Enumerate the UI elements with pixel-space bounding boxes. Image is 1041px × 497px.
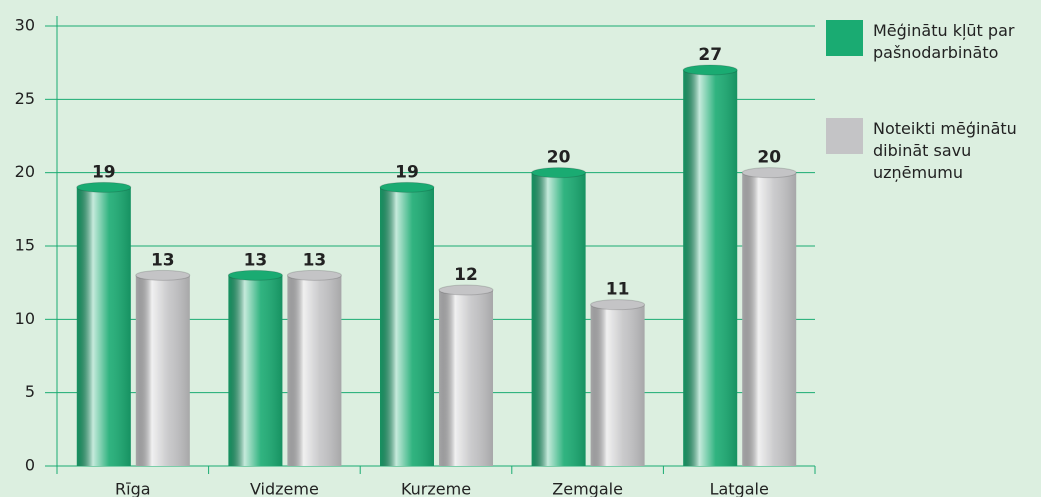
bar-shine xyxy=(742,172,797,466)
bar-top xyxy=(531,167,587,179)
legend-item: Noteikti mēģinātu dibināt savu uzņēmumu xyxy=(826,118,1041,184)
value-label: 13 xyxy=(151,250,175,270)
y-tick-label: 5 xyxy=(25,382,35,401)
bar-top xyxy=(135,269,191,281)
bar-shine xyxy=(531,172,586,466)
y-tick-label: 0 xyxy=(25,456,35,475)
value-label: 19 xyxy=(395,162,419,182)
legend-item: Mēģinātu kļūt par pašnodarbināto xyxy=(826,20,1041,64)
bar-shine xyxy=(439,290,493,466)
bar-top xyxy=(286,269,342,281)
x-tick-label: Kurzeme xyxy=(401,480,471,497)
x-tick-label: Zemgale xyxy=(552,480,623,497)
y-tick-label: 30 xyxy=(15,16,35,35)
value-label: 13 xyxy=(303,250,327,270)
value-label: 11 xyxy=(606,280,630,300)
y-tick-label: 15 xyxy=(15,236,35,255)
value-label: 12 xyxy=(454,265,478,285)
x-tick-label: Latgale xyxy=(710,480,769,497)
bar-top xyxy=(741,167,797,179)
bar-shine xyxy=(380,187,434,467)
bar-shine xyxy=(76,187,131,467)
x-tick-label: Vidzeme xyxy=(250,480,319,497)
bar-top xyxy=(590,299,646,311)
value-label: 19 xyxy=(92,162,116,182)
y-tick-label: 10 xyxy=(15,309,35,328)
bar-shine xyxy=(135,275,190,466)
bar-top xyxy=(76,181,132,193)
bar-top xyxy=(379,181,435,193)
bar-shine xyxy=(228,275,283,466)
value-label: 27 xyxy=(698,45,722,65)
value-label: 20 xyxy=(757,148,781,168)
bar-top xyxy=(682,64,738,76)
legend-swatch xyxy=(826,20,863,56)
value-label: 20 xyxy=(547,148,571,168)
bar-top xyxy=(227,269,283,281)
bar-shine xyxy=(287,275,342,466)
bar-top xyxy=(438,284,494,296)
y-tick-label: 25 xyxy=(15,89,35,108)
bar-shine xyxy=(590,304,645,466)
legend-label: Noteikti mēģinātu dibināt savu uzņēmumu xyxy=(873,119,1017,182)
value-label: 13 xyxy=(244,250,268,270)
x-tick-label: Rīga xyxy=(115,480,151,497)
chart: 0 5 10 15 20 25 30 Rīga 19 13 Vidzeme 13 13 Kurzeme 19… xyxy=(15,16,816,497)
bar-shine xyxy=(683,70,738,466)
y-tick-label: 20 xyxy=(15,162,35,181)
legend-swatch xyxy=(826,118,863,154)
legend-label: Mēģinātu kļūt par pašnodarbināto xyxy=(873,21,1015,62)
